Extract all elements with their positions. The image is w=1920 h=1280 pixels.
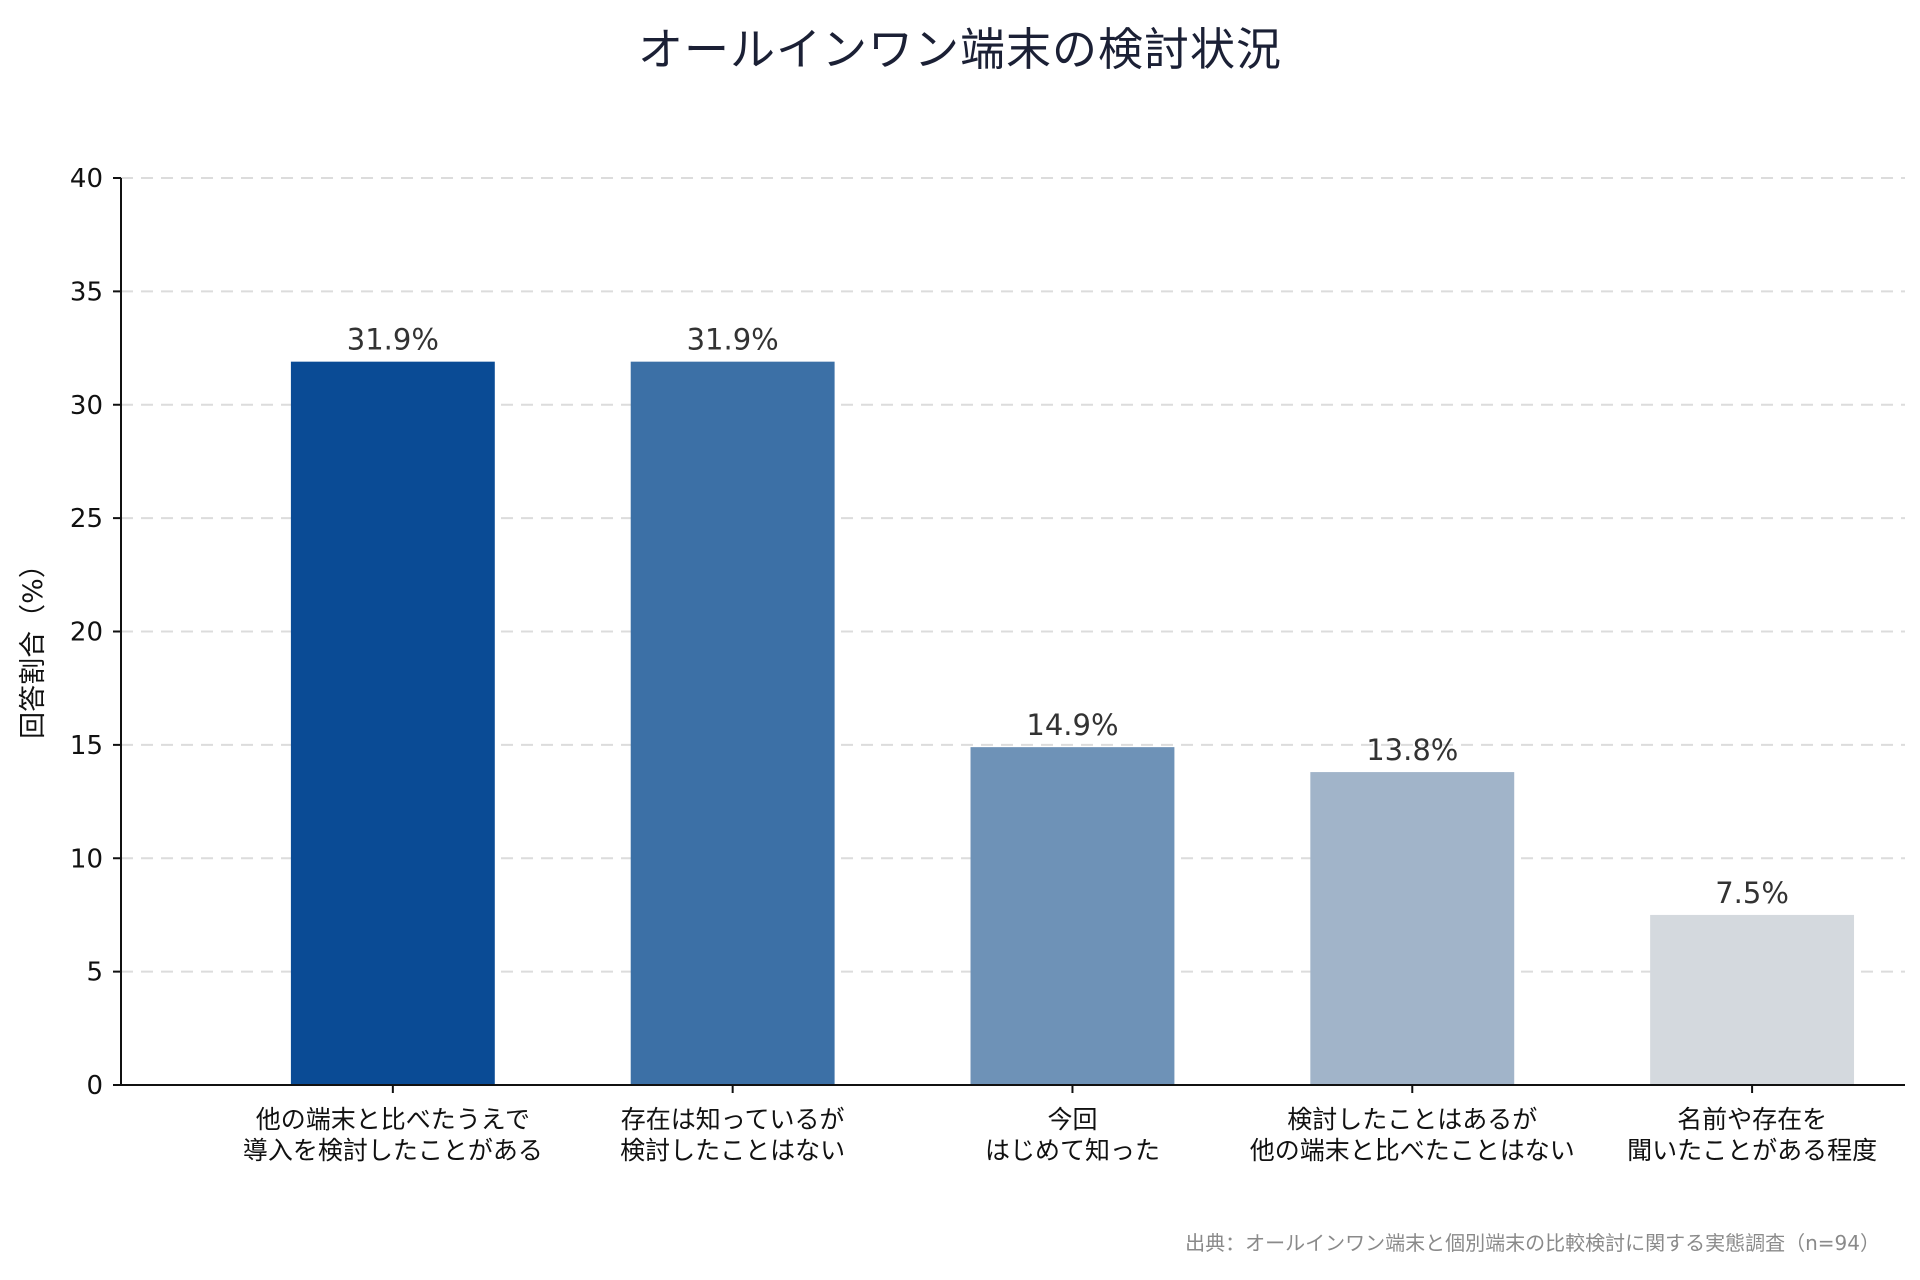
x-category-label-line: 聞いたことがある程度 bbox=[1627, 1136, 1877, 1165]
value-labels: 31.9% 31.9% 14.9% 13.8% 7.5% bbox=[347, 323, 1789, 910]
bar bbox=[1310, 772, 1515, 1085]
bar bbox=[1650, 914, 1855, 1085]
x-category-label: 名前や存在を聞いたことがある程度 bbox=[1627, 1105, 1877, 1165]
x-category-label-line: はじめて知った bbox=[985, 1136, 1160, 1165]
x-category-label-line: 導入を検討したことがある bbox=[243, 1136, 543, 1165]
y-tick-label: 10 bbox=[70, 844, 103, 874]
y-tick-label: 15 bbox=[70, 731, 103, 761]
bar-value-label: 14.9% bbox=[1026, 708, 1118, 742]
x-category-label-line: 検討したことはあるが bbox=[1287, 1105, 1537, 1134]
x-category-labels: 他の端末と比べたうえで導入を検討したことがある 存在は知っているが検討したことはな… bbox=[243, 1085, 1877, 1165]
x-category-label: 他の端末と比べたうえで導入を検討したことがある bbox=[243, 1105, 543, 1165]
bar-value-label: 13.8% bbox=[1366, 733, 1458, 767]
x-category-label-line: 今回 bbox=[1047, 1105, 1097, 1134]
x-category-label: 検討したことはあるが他の端末と比べたことはない bbox=[1250, 1105, 1575, 1165]
bar bbox=[290, 361, 495, 1086]
bar-value-label: 31.9% bbox=[687, 323, 779, 357]
y-tick-label: 35 bbox=[70, 277, 103, 307]
bar bbox=[970, 747, 1175, 1085]
bar-value-label: 31.9% bbox=[347, 323, 439, 357]
y-tick-label: 5 bbox=[86, 958, 103, 988]
x-category-label-line: 他の端末と比べたうえで bbox=[256, 1105, 530, 1134]
x-category-label: 今回はじめて知った bbox=[985, 1105, 1160, 1165]
y-tick-label: 20 bbox=[70, 618, 103, 648]
y-axis-label: 回答割合（%） bbox=[18, 551, 49, 739]
y-tick-labels: 0 5 10 15 20 25 30 35 40 bbox=[70, 164, 121, 1101]
x-category-label: 存在は知っているが検討したことはない bbox=[620, 1105, 845, 1165]
y-tick-label: 40 bbox=[70, 164, 103, 194]
x-category-label-line: 名前や存在を bbox=[1677, 1105, 1827, 1134]
bars bbox=[290, 361, 1855, 1086]
x-category-label-line: 検討したことはない bbox=[620, 1136, 845, 1165]
x-category-label-line: 存在は知っているが bbox=[621, 1105, 845, 1134]
x-category-label-line: 他の端末と比べたことはない bbox=[1250, 1136, 1575, 1165]
bar bbox=[630, 361, 835, 1086]
chart-title: オールインワン端末の検討状況 bbox=[638, 23, 1282, 76]
bar-value-label: 7.5% bbox=[1715, 876, 1789, 910]
y-tick-label: 0 bbox=[86, 1071, 103, 1101]
y-tick-label: 30 bbox=[70, 391, 103, 421]
y-tick-label: 25 bbox=[70, 504, 103, 534]
source-note: 出典：オールインワン端末と個別端末の比較検討に関する実態調査（n=94） bbox=[1185, 1231, 1880, 1255]
